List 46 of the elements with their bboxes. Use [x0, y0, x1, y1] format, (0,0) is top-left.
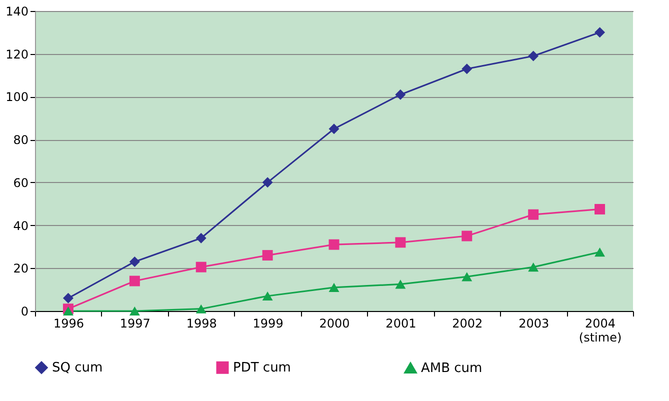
- point: [262, 291, 273, 301]
- y-tick-label: 120: [6, 47, 28, 62]
- point: [528, 262, 539, 272]
- y-tick-label: 0: [20, 304, 28, 318]
- y-tick-label: 100: [6, 90, 28, 104]
- point: [196, 232, 206, 244]
- point: [129, 256, 140, 267]
- x-tick-label: 1999: [252, 316, 284, 330]
- point: [395, 280, 406, 289]
- point: [196, 262, 206, 272]
- point: [395, 237, 406, 248]
- point: [594, 248, 606, 257]
- legend-label: SQ cum: [52, 360, 103, 376]
- legend-label: AMB cum: [421, 360, 482, 376]
- x-tick-label: 1998: [186, 316, 217, 330]
- y-tick-label: 20: [13, 262, 28, 276]
- point: [528, 50, 539, 62]
- x-tick-label: 2001: [386, 316, 416, 330]
- point: [462, 272, 472, 282]
- point: [594, 204, 606, 214]
- point: [528, 209, 539, 220]
- y-tick-label: 80: [13, 133, 28, 148]
- point: [129, 276, 140, 286]
- point: [62, 292, 74, 304]
- x-tick-label: 1996: [53, 316, 84, 330]
- point: [328, 282, 340, 292]
- x-tick-label: 2000: [319, 316, 350, 330]
- point: [262, 177, 273, 188]
- x-tick-label: 2003: [518, 316, 550, 330]
- point: [328, 124, 340, 134]
- y-tick-label: 40: [13, 218, 28, 233]
- point: [62, 306, 74, 316]
- point: [395, 89, 406, 100]
- x-tick-label: 1997: [120, 316, 150, 330]
- point: [262, 250, 273, 261]
- point: [462, 230, 472, 242]
- legend-label: PDT cum: [233, 360, 291, 376]
- x-tick-label: 2004 (stime): [578, 316, 622, 344]
- point: [196, 304, 206, 314]
- point: [462, 64, 472, 74]
- point: [129, 306, 140, 316]
- point: [328, 239, 340, 250]
- x-tick-label: 2002: [452, 316, 483, 330]
- y-tick-label: 140: [6, 4, 28, 18]
- y-tick-label: 60: [13, 176, 28, 190]
- point: [594, 27, 606, 38]
